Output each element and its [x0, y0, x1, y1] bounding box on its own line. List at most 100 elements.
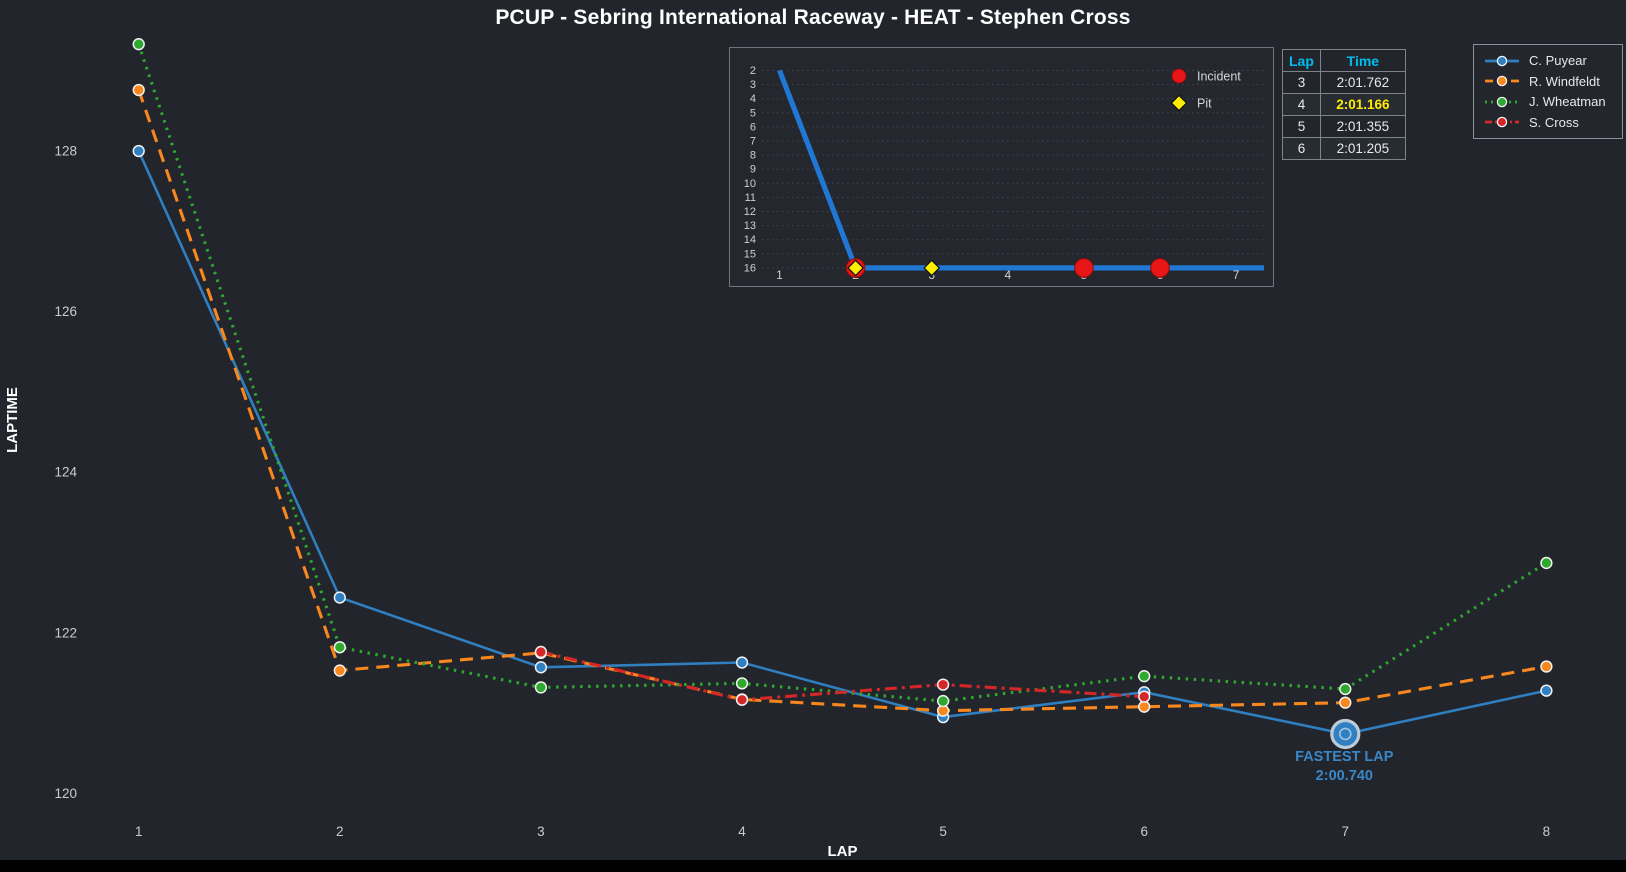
incident-marker: [1150, 258, 1170, 278]
laptime-table: Lap Time 3 2:01.762 4 2:01.166 5 2:01.355 6 2:01.…: [1282, 49, 1406, 160]
data-point-s-cross: [735, 693, 749, 706]
inset-y-tick-label: 7: [750, 136, 756, 148]
lap-cell: 3: [1282, 71, 1321, 94]
inset-y-tick-label: 3: [750, 79, 756, 91]
x-tick-label: 6: [1140, 824, 1148, 839]
x-tick-label: 1: [135, 824, 143, 839]
inset-y-tick-label: 8: [750, 150, 756, 162]
data-point-j-wheatman: [735, 677, 749, 690]
legend-line-sample: [1485, 76, 1519, 87]
y-axis-label: LAPTIME: [4, 387, 21, 453]
data-point-j-wheatman: [1138, 670, 1151, 683]
pit-marker: [923, 259, 941, 277]
table-header-lap: Lap: [1282, 49, 1321, 72]
inset-x-tick-label: 7: [1233, 268, 1240, 282]
series-legend: C. Puyear R. Windfeldt J. Wheatman S. Cross: [1473, 44, 1623, 139]
table-row: 5 2:01.355: [1282, 115, 1406, 138]
x-tick-label: 2: [336, 824, 344, 839]
page-title: PCUP - Sebring International Raceway - H…: [495, 6, 1131, 29]
inset-y-tick-label: 4: [750, 93, 756, 105]
y-tick-label: 126: [54, 304, 77, 319]
position-inset-panel: 23456789101112131415161234567IncidentPit: [729, 47, 1274, 287]
incident-marker: [1074, 258, 1094, 278]
time-cell: 2:01.355: [1319, 115, 1406, 138]
data-point-j-wheatman: [1540, 556, 1553, 570]
legend-line-sample: [1485, 116, 1519, 128]
inset-y-tick-label: 10: [744, 178, 756, 190]
inset-y-tick-label: 14: [744, 234, 756, 246]
fastest-lap-marker: [1330, 718, 1361, 750]
data-point-s-cross: [936, 678, 950, 691]
table-header-time: Time: [1319, 49, 1406, 72]
data-point-r-windfeldt: [333, 664, 346, 677]
inset-x-tick-label: 4: [1004, 268, 1011, 282]
data-point-j-wheatman: [936, 694, 950, 708]
position-chart: 23456789101112131415161234567IncidentPit: [744, 65, 1265, 282]
legend-marker: [1496, 116, 1508, 128]
x-axis-label: LAP: [828, 843, 858, 860]
inset-y-tick-label: 16: [744, 262, 756, 274]
lap-cell: 6: [1282, 137, 1321, 160]
data-point-j-wheatman: [1339, 682, 1352, 696]
x-tick-label: 3: [537, 824, 545, 839]
legend-item-s-cross: S. Cross: [1484, 115, 1612, 130]
legend-marker: [1496, 55, 1508, 67]
data-point-j-wheatman: [132, 38, 145, 51]
series-line-s-cross: [540, 650, 1145, 702]
legend-label: S. Cross: [1529, 114, 1579, 130]
fastest-lap-time: 2:00.740: [1316, 768, 1373, 784]
bottom-strip: [0, 860, 1626, 872]
data-point-c-puyear: [1540, 684, 1553, 697]
data-point-r-windfeldt: [1339, 696, 1352, 709]
inset-x-tick-label: 1: [776, 268, 783, 282]
legend-marker: [1496, 76, 1508, 87]
time-cell: 2:01.205: [1319, 137, 1406, 160]
fastest-lap-marker-inner: [1339, 727, 1352, 741]
data-point-r-windfeldt: [1540, 660, 1553, 673]
table-header-row: Lap Time: [1282, 49, 1406, 72]
legend-label: C. Puyear: [1529, 53, 1587, 69]
legend-line-sample: [1485, 96, 1519, 107]
inset-legend-incident-icon: [1171, 68, 1187, 84]
inset-legend-label: Incident: [1197, 70, 1241, 84]
data-point-r-windfeldt: [132, 83, 145, 97]
data-point-c-puyear: [132, 144, 145, 158]
inset-y-tick-label: 2: [750, 65, 756, 77]
data-point-s-cross: [1138, 690, 1151, 703]
table-row: 4 2:01.166: [1282, 93, 1406, 116]
x-tick-label: 8: [1543, 824, 1551, 839]
legend-line-sample: [1485, 55, 1519, 67]
x-tick-label: 7: [1342, 824, 1350, 839]
series-line-c-puyear: [137, 150, 1547, 736]
x-tick-label: 4: [738, 824, 746, 839]
lap-cell: 4: [1282, 93, 1321, 116]
inset-y-tick-label: 15: [744, 248, 756, 260]
y-tick-label: 124: [54, 465, 77, 480]
legend-marker: [1496, 96, 1508, 107]
legend-item-j-wheatman: J. Wheatman: [1484, 94, 1612, 109]
inset-legend-pit-icon: [1170, 94, 1188, 112]
inset-y-tick-label: 11: [745, 192, 756, 204]
series-line-r-windfeldt: [137, 89, 1547, 713]
y-tick-label: 128: [54, 144, 77, 159]
data-point-c-puyear: [534, 661, 548, 674]
data-point-s-cross: [534, 645, 548, 659]
inset-y-tick-label: 6: [750, 121, 756, 133]
lap-cell: 5: [1282, 115, 1321, 138]
x-tick-label: 5: [939, 824, 947, 839]
inset-y-tick-label: 9: [750, 164, 756, 176]
time-cell: 2:01.762: [1319, 71, 1406, 94]
legend-item-r-windfeldt: R. Windfeldt: [1484, 74, 1612, 89]
data-point-r-windfeldt: [1138, 700, 1151, 713]
inset-y-tick-label: 5: [750, 107, 756, 119]
data-point-j-wheatman: [333, 641, 346, 654]
legend-label: R. Windfeldt: [1529, 73, 1600, 89]
data-point-c-puyear: [333, 591, 346, 604]
time-cell-fastest: 2:01.166: [1319, 93, 1406, 116]
data-point-j-wheatman: [534, 681, 548, 694]
inset-y-tick-label: 13: [744, 220, 756, 232]
fastest-lap-label: FASTEST LAP: [1295, 749, 1394, 765]
inset-y-tick-label: 12: [744, 206, 756, 218]
table-row: 6 2:01.205: [1282, 137, 1406, 160]
